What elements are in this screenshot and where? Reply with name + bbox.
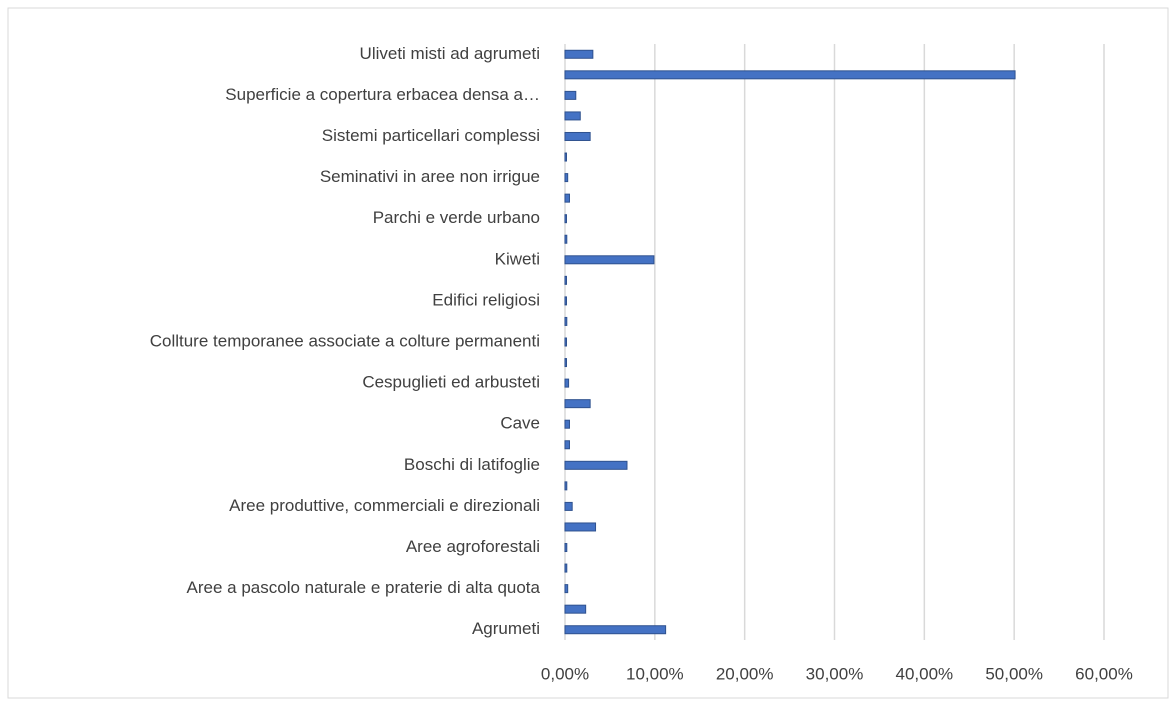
bar xyxy=(564,111,581,121)
bar xyxy=(564,337,567,347)
bar xyxy=(564,173,569,183)
bar xyxy=(564,440,570,450)
bar xyxy=(564,625,667,635)
bar xyxy=(564,358,567,368)
bar xyxy=(564,604,587,614)
x-tick-label: 20,00% xyxy=(716,664,774,683)
x-tick-label: 10,00% xyxy=(626,664,684,683)
bar xyxy=(564,193,570,203)
bar xyxy=(564,460,628,470)
x-tick-label: 40,00% xyxy=(895,664,953,683)
x-tick-label: 50,00% xyxy=(985,664,1043,683)
bar xyxy=(564,49,594,59)
bar xyxy=(564,419,570,429)
y-tick-label: Edifici religiosi xyxy=(432,290,540,309)
bar xyxy=(564,481,568,491)
y-tick-label: Seminativi in aree non irrigue xyxy=(320,167,540,186)
bar xyxy=(564,522,597,532)
bar xyxy=(564,90,577,100)
bar xyxy=(564,563,568,573)
y-tick-label: Kiweti xyxy=(495,249,540,268)
x-tick-label: 60,00% xyxy=(1075,664,1133,683)
bar xyxy=(564,296,567,306)
y-tick-label: Collture temporanee associate a colture … xyxy=(150,331,540,350)
bar xyxy=(564,275,567,285)
y-tick-label: Aree a pascolo naturale e praterie di al… xyxy=(187,578,541,597)
x-tick-label: 0,00% xyxy=(541,664,589,683)
y-tick-label: Aree produttive, commerciali e direziona… xyxy=(229,496,540,515)
bar xyxy=(564,501,573,511)
bar xyxy=(564,234,568,244)
bar xyxy=(564,316,568,326)
y-tick-label: Superficie a copertura erbacea densa a… xyxy=(225,85,540,104)
y-tick-label: Sistemi particellari complessi xyxy=(322,126,540,145)
bar xyxy=(564,152,567,162)
y-tick-label: Boschi di latifoglie xyxy=(404,455,540,474)
y-tick-label: Parchi e verde urbano xyxy=(373,208,540,227)
y-tick-label: Cespuglieti ed arbusteti xyxy=(362,373,540,392)
bar xyxy=(564,255,655,265)
bar xyxy=(564,543,568,553)
bar xyxy=(564,399,591,409)
chart-border xyxy=(7,7,1169,699)
bar xyxy=(564,214,567,224)
bar xyxy=(564,584,569,594)
y-tick-label: Aree agroforestali xyxy=(406,537,540,556)
y-tick-label: Cave xyxy=(500,414,540,433)
bar xyxy=(564,378,570,388)
y-tick-label: Uliveti misti ad agrumeti xyxy=(360,44,540,63)
x-tick-label: 30,00% xyxy=(806,664,864,683)
bar xyxy=(564,131,591,141)
y-tick-label: Agrumeti xyxy=(472,619,540,638)
bar xyxy=(564,70,1016,80)
